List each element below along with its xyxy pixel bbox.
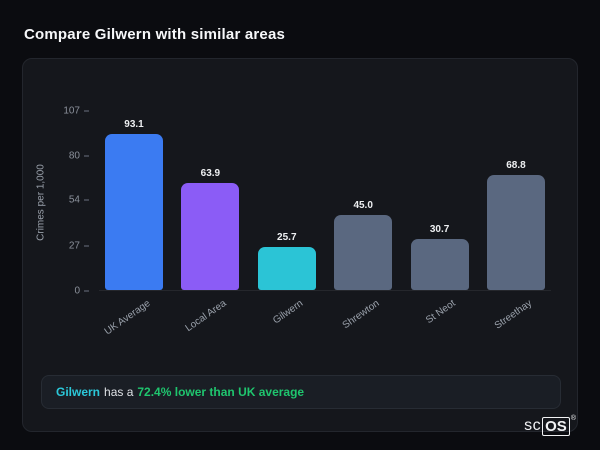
x-axis-label: UK Average [102, 298, 153, 338]
callout-highlight: 72.4% lower than UK average [137, 385, 305, 399]
logo-prefix: sc [524, 417, 542, 434]
bar-value-label: 45.0 [353, 199, 373, 211]
summary-callout: Gilwern has a 72.4% lower than UK averag… [41, 375, 561, 409]
y-tick-mark [84, 199, 89, 201]
y-tick-label: 107 [63, 106, 89, 117]
bar-value-label: 30.7 [429, 223, 450, 235]
bar-group: 68.8 Streethay [483, 111, 549, 332]
bar-streethay[interactable] [486, 174, 545, 290]
logo-boxed: OS [542, 417, 570, 436]
bar-group: 63.9 Local Area [177, 111, 243, 334]
y-axis: 107 80 54 27 0 [45, 106, 89, 297]
bar-group: 30.7 St Neot [407, 111, 473, 326]
y-tick-mark [84, 155, 89, 157]
x-axis-label: Streethay [492, 298, 535, 332]
bar-group: 25.7 Gilwern [254, 111, 320, 326]
x-axis-label: Gilwern [271, 298, 306, 327]
bar-local-area[interactable] [181, 183, 240, 290]
bar-value-label: 63.9 [200, 168, 221, 180]
y-tick-label: 54 [69, 195, 89, 206]
y-tick-label: 80 [69, 151, 89, 162]
callout-subject: Gilwern [56, 385, 101, 399]
bar-group: 45.0 Shrewton [330, 111, 396, 331]
callout-text: has a [104, 385, 134, 399]
chart-card: Crimes per 1,000 107 80 54 27 0 93.1 UK Avera… [22, 58, 578, 432]
bar-value-label: 68.8 [506, 159, 526, 171]
y-tick-mark [84, 245, 89, 247]
bar-gilwern[interactable] [257, 247, 316, 290]
x-axis-label: Shrewton [340, 298, 382, 332]
bar-shrewton[interactable] [334, 214, 393, 290]
x-axis-label: St Neot [424, 298, 458, 327]
bar-value-label: 93.1 [124, 119, 144, 131]
y-tick-mark [84, 290, 89, 292]
registered-trademark-icon: ® [570, 415, 576, 422]
bar-uk-average[interactable] [105, 134, 163, 290]
bar-value-label: 25.7 [277, 232, 297, 244]
y-tick-mark [84, 110, 89, 112]
x-axis-label: Local Area [183, 298, 229, 335]
scos-logo: sc OS ® [524, 415, 576, 436]
bar-st-neot[interactable] [410, 238, 469, 290]
y-tick-label: 0 [74, 286, 89, 297]
y-tick-label: 27 [69, 240, 89, 251]
page-title: Compare Gilwern with similar areas [24, 26, 286, 43]
plot-area: 93.1 UK Average 63.9 Local Area 25.7 Gilwern 4… [99, 111, 551, 338]
bar-group: 93.1 UK Average [101, 111, 167, 338]
